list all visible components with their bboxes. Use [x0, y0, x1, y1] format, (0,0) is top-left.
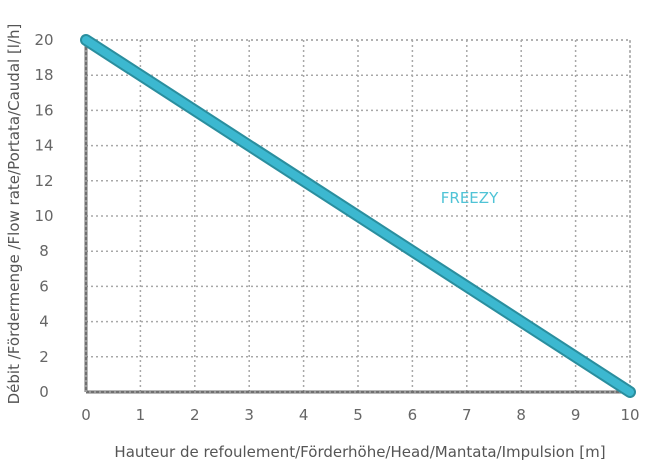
y-tick-label: 16 — [34, 101, 53, 119]
y-tick-labels: 0 2 4 6 8 10 12 14 16 18 20 — [34, 31, 53, 401]
plot-frame — [85, 39, 631, 393]
x-tick-label: 8 — [516, 406, 526, 424]
series-line — [82, 36, 634, 396]
series-layer — [80, 34, 636, 398]
y-tick-label: 10 — [34, 207, 53, 225]
x-tick-label: 2 — [190, 406, 200, 424]
y-tick-label: 14 — [34, 137, 53, 155]
x-tick-label: 6 — [408, 406, 418, 424]
series-label: FREEZY — [441, 189, 499, 207]
x-tick-label: 4 — [299, 406, 309, 424]
y-tick-label: 2 — [39, 348, 49, 366]
x-tick-label: 7 — [462, 406, 472, 424]
y-tick-label: 18 — [34, 66, 53, 84]
y-tick-label: 8 — [39, 242, 49, 260]
x-tick-label: 5 — [353, 406, 363, 424]
x-tick-label: 0 — [81, 406, 91, 424]
x-tick-label: 9 — [571, 406, 581, 424]
y-tick-label: 20 — [34, 31, 53, 49]
x-tick-label: 10 — [620, 406, 639, 424]
x-tick-label: 3 — [244, 406, 254, 424]
x-tick-labels: 0 1 2 3 4 5 6 7 8 9 10 — [81, 406, 639, 424]
x-axis-title: Hauteur de refoulement/Förderhöhe/Head/M… — [114, 443, 605, 461]
y-axis-title: Débit /Fördermenge /Flow rate/Portata/Ca… — [5, 24, 23, 405]
y-tick-label: 12 — [34, 172, 53, 190]
y-tick-label: 4 — [39, 313, 49, 331]
y-tick-label: 0 — [39, 383, 49, 401]
x-tick-label: 1 — [136, 406, 146, 424]
y-tick-label: 6 — [39, 277, 49, 295]
